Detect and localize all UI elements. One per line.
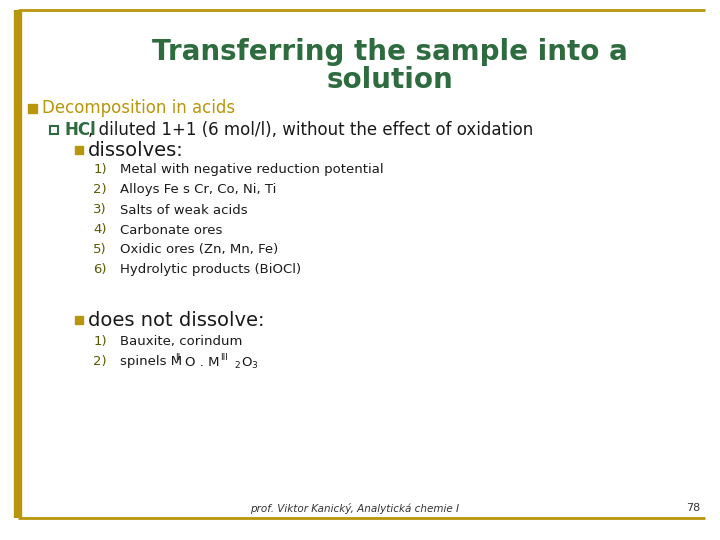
Text: Decomposition in acids: Decomposition in acids: [42, 99, 235, 117]
Text: 1): 1): [94, 335, 107, 348]
Bar: [75, 146, 83, 154]
Text: 3): 3): [94, 204, 107, 217]
Text: Oxidic ores (Zn, Mn, Fe): Oxidic ores (Zn, Mn, Fe): [120, 244, 278, 256]
Text: does not dissolve:: does not dissolve:: [88, 310, 264, 329]
Text: 1): 1): [94, 164, 107, 177]
Text: O . M: O . M: [185, 355, 220, 368]
Text: 6): 6): [94, 264, 107, 276]
Text: Carbonate ores: Carbonate ores: [120, 224, 222, 237]
Text: 5): 5): [94, 244, 107, 256]
Text: , diluted 1+1 (6 mol/l), without the effect of oxidation: , diluted 1+1 (6 mol/l), without the eff…: [88, 121, 534, 139]
Text: spinels M: spinels M: [120, 355, 182, 368]
Text: solution: solution: [327, 66, 454, 94]
Text: Salts of weak acids: Salts of weak acids: [120, 204, 248, 217]
Text: Hydrolytic products (BiOCl): Hydrolytic products (BiOCl): [120, 264, 301, 276]
Text: II: II: [175, 354, 180, 362]
Text: Bauxite, corindum: Bauxite, corindum: [120, 335, 243, 348]
Text: HCl: HCl: [64, 121, 96, 139]
Bar: [28, 104, 37, 112]
Bar: [75, 316, 83, 324]
Text: O: O: [241, 355, 251, 368]
Text: Alloys Fe s Cr, Co, Ni, Ti: Alloys Fe s Cr, Co, Ni, Ti: [120, 184, 276, 197]
Text: III: III: [220, 354, 228, 362]
Text: 78: 78: [685, 503, 700, 513]
Text: Metal with negative reduction potential: Metal with negative reduction potential: [120, 164, 384, 177]
Text: prof. Viktor Kanický, Analytická chemie I: prof. Viktor Kanický, Analytická chemie …: [251, 503, 459, 514]
Text: 3: 3: [251, 361, 257, 370]
Text: Transferring the sample into a: Transferring the sample into a: [152, 38, 628, 66]
Text: 2): 2): [94, 355, 107, 368]
Text: dissolves:: dissolves:: [88, 140, 184, 159]
Text: 2: 2: [234, 361, 240, 370]
Bar: [50, 126, 58, 134]
Text: 4): 4): [94, 224, 107, 237]
Text: 2): 2): [94, 184, 107, 197]
